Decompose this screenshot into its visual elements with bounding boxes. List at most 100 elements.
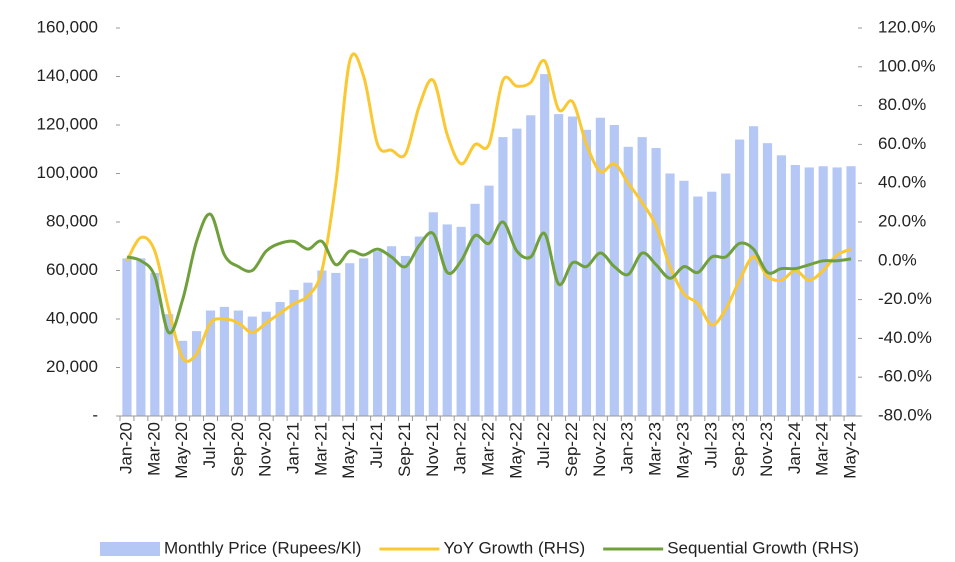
- bar: [637, 137, 647, 416]
- x-tick-label: Sep-20: [228, 422, 247, 477]
- bar: [832, 167, 842, 416]
- bar: [442, 224, 452, 416]
- x-tick-label: May-21: [339, 422, 358, 479]
- bar: [595, 117, 605, 416]
- bar: [303, 282, 313, 416]
- legend-item: Sequential Growth (RHS): [603, 538, 859, 557]
- x-tick-label: May-23: [673, 422, 692, 479]
- y-tick-label: 160,000: [37, 17, 98, 36]
- x-tick-label: Nov-21: [423, 422, 442, 477]
- y2-tick-label: 20.0%: [878, 211, 926, 230]
- bar: [275, 302, 285, 416]
- legend-label: YoY Growth (RHS): [443, 538, 585, 557]
- bar: [359, 258, 369, 416]
- x-tick-label: Nov-20: [256, 422, 275, 477]
- bar: [400, 255, 411, 416]
- y-tick-label: 40,000: [46, 308, 98, 327]
- x-tick-label: May-24: [841, 422, 860, 479]
- line: [125, 52, 852, 363]
- x-tick-label: Nov-22: [590, 422, 609, 477]
- y-tick-label: 80,000: [46, 211, 98, 230]
- line: [126, 212, 852, 335]
- y-tick-label: 100,000: [37, 163, 98, 182]
- bar: [665, 173, 675, 416]
- bar: [373, 251, 383, 416]
- x-tick-label: Jul-20: [200, 422, 219, 468]
- bar: [748, 126, 759, 417]
- legend-label: Sequential Growth (RHS): [667, 538, 859, 557]
- x-tick-label: Jul-22: [534, 422, 553, 468]
- y-tick-label: -: [92, 405, 98, 424]
- y-tick-label: 20,000: [46, 357, 98, 376]
- bar: [289, 289, 299, 416]
- x-tick-label: Sep-23: [729, 422, 748, 477]
- bar: [526, 115, 536, 417]
- bar: [456, 226, 466, 416]
- bar: [790, 165, 800, 416]
- bar: [219, 306, 230, 416]
- bar: [414, 236, 424, 416]
- x-tick-label: Jan-20: [116, 422, 135, 474]
- bar: [567, 116, 578, 416]
- x-tick-label: May-22: [506, 422, 525, 479]
- y2-tick-label: 120.0%: [878, 17, 936, 36]
- bar: [261, 311, 271, 416]
- bar: [247, 316, 257, 416]
- bar: [581, 129, 592, 416]
- legend-swatch: [100, 542, 160, 556]
- y2-tick-label: 100.0%: [878, 56, 936, 75]
- y2-tick-label: 0.0%: [878, 250, 917, 269]
- bar: [205, 310, 216, 416]
- bar: [317, 270, 327, 416]
- bar: [623, 146, 633, 416]
- y2-tick-label: 80.0%: [878, 95, 926, 114]
- x-tick-label: May-20: [172, 422, 191, 479]
- y-tick-label: 60,000: [46, 260, 98, 279]
- x-tick-label: Jul-21: [367, 422, 386, 468]
- bar: [386, 246, 397, 416]
- bar: [191, 331, 202, 416]
- x-tick-label: Mar-23: [646, 422, 665, 476]
- bar: [150, 272, 160, 416]
- x-tick-label: Sep-22: [562, 422, 581, 477]
- bar: [122, 258, 132, 416]
- y2-tick-label: -60.0%: [878, 367, 932, 386]
- bar: [233, 310, 243, 416]
- y2-tick-label: -80.0%: [878, 405, 932, 424]
- bar: [804, 167, 814, 416]
- bar: [498, 137, 508, 416]
- x-tick-label: Mar-21: [311, 422, 330, 476]
- bar: [178, 340, 188, 416]
- y2-tick-label: -20.0%: [878, 289, 932, 308]
- bar: [428, 212, 438, 416]
- bar: [693, 196, 703, 416]
- bar: [818, 166, 828, 416]
- bar: [846, 166, 856, 416]
- legend-label: Monthly Price (Rupees/Kl): [164, 538, 361, 557]
- bar: [776, 155, 787, 416]
- bar: [609, 125, 619, 416]
- legend-item: Monthly Price (Rupees/Kl): [100, 538, 361, 557]
- bar: [345, 263, 355, 416]
- y-tick-label: 140,000: [37, 66, 98, 85]
- x-tick-label: Jan-22: [451, 422, 470, 474]
- bar: [679, 180, 689, 416]
- bar: [721, 173, 731, 416]
- y-tick-label: 120,000: [37, 114, 98, 133]
- y2-tick-label: 60.0%: [878, 134, 926, 153]
- bar: [164, 314, 174, 416]
- x-tick-label: Sep-21: [395, 422, 414, 477]
- x-tick-label: Jan-24: [785, 422, 804, 474]
- x-tick-label: Jan-23: [618, 422, 637, 474]
- bar: [554, 114, 564, 417]
- x-tick-label: Jan-21: [284, 422, 303, 474]
- y2-tick-label: -40.0%: [878, 328, 932, 347]
- bar: [331, 272, 341, 416]
- bar: [136, 258, 146, 416]
- legend-item: YoY Growth (RHS): [379, 538, 585, 557]
- bar: [762, 143, 773, 416]
- x-tick-label: Mar-24: [813, 422, 832, 476]
- bar: [707, 191, 717, 416]
- y2-tick-label: 40.0%: [878, 173, 926, 192]
